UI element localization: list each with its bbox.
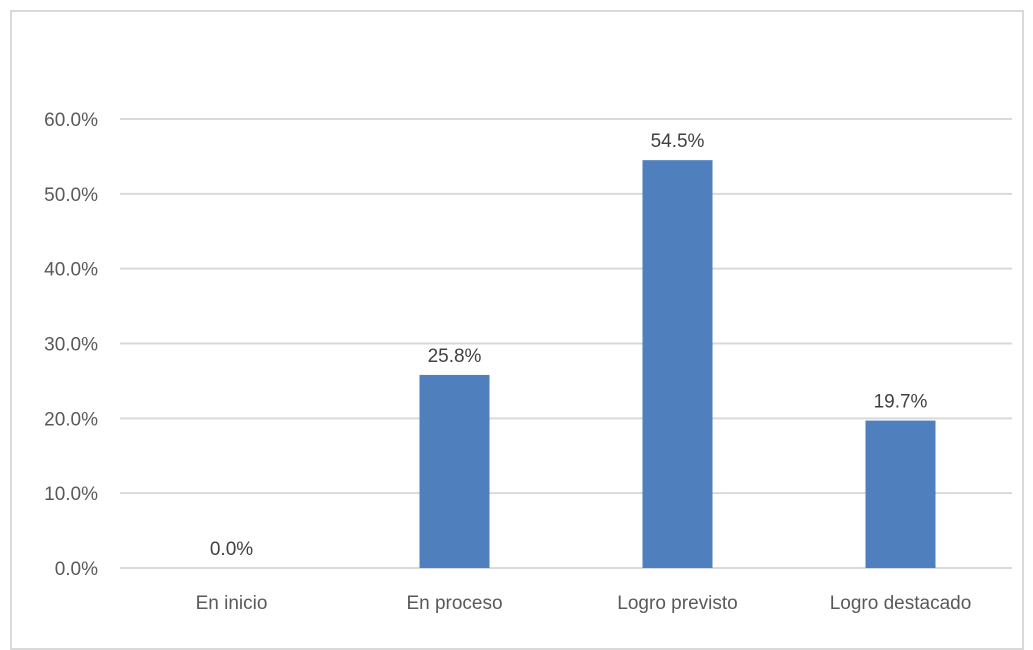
y-tick-label: 20.0% (44, 409, 98, 430)
y-tick-label: 60.0% (44, 110, 98, 131)
bar (865, 420, 936, 568)
data-label: 54.5% (651, 131, 705, 152)
y-tick-label: 40.0% (44, 260, 98, 281)
data-label: 0.0% (210, 539, 253, 560)
x-tick-label: Logro previsto (617, 593, 737, 614)
bar-chart: 0.0% 10.0% 20.0% 30.0% 40.0% 50.0% 60.0% 0.0% 2… (44, 110, 1012, 614)
x-tick-label: Logro destacado (830, 593, 972, 614)
data-label: 19.7% (874, 392, 928, 413)
gridlines (120, 118, 1012, 569)
y-tick-label: 10.0% (44, 484, 98, 505)
y-tick-label: 50.0% (44, 185, 98, 206)
y-tick-label: 30.0% (44, 335, 98, 356)
chart-frame (10, 10, 1024, 650)
bar (419, 374, 490, 568)
data-label: 25.8% (428, 346, 482, 367)
x-axis: En inicio En proceso Logro previsto Logro d… (196, 593, 972, 614)
x-tick-label: En inicio (196, 593, 268, 614)
y-tick-label: 0.0% (55, 559, 98, 580)
x-tick-label: En proceso (406, 593, 502, 614)
bars (419, 160, 936, 569)
data-labels: 0.0% 25.8% 54.5% 19.7% (210, 131, 928, 560)
bar (642, 160, 713, 569)
y-axis: 0.0% 10.0% 20.0% 30.0% 40.0% 50.0% 60.0% (44, 110, 98, 580)
